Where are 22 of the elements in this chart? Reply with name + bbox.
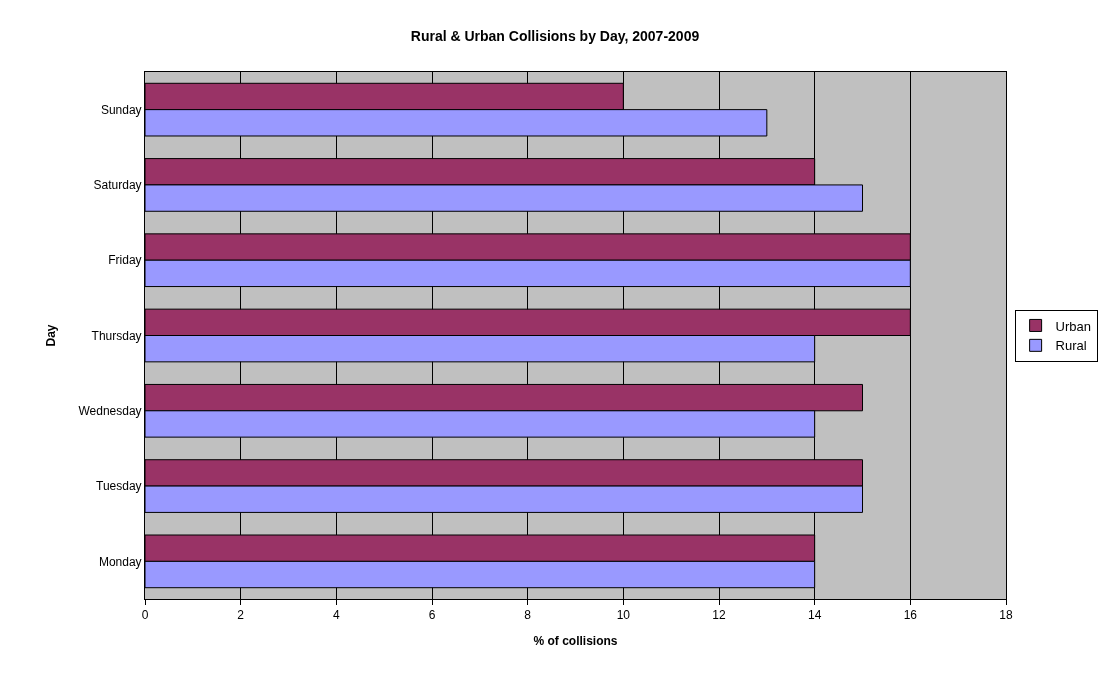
x-tick-label: 6 xyxy=(428,608,436,623)
x-tick-label: 16 xyxy=(903,608,918,623)
legend-label: Urban xyxy=(1055,318,1092,334)
y-tick-label: Wednesday xyxy=(78,403,142,418)
y-tick-label: Sunday xyxy=(100,102,142,117)
x-tick-label: 4 xyxy=(332,608,340,623)
x-tick-label: 0 xyxy=(141,608,149,623)
legend-label: Rural xyxy=(1055,338,1087,354)
x-tick-label: 2 xyxy=(237,608,245,623)
x-tick-label: 10 xyxy=(616,608,631,623)
y-axis-title: Day xyxy=(43,324,58,347)
y-tick-label: Friday xyxy=(108,253,142,268)
y-tick-label: Thursday xyxy=(91,328,142,343)
y-tick-label: Monday xyxy=(98,554,142,569)
chart-title: Rural & Urban Collisions by Day, 2007-2009 xyxy=(410,27,700,44)
x-tick-label: 12 xyxy=(712,608,726,623)
y-tick-label: Saturday xyxy=(93,178,142,193)
x-tick-label: 14 xyxy=(807,608,822,623)
y-tick-label: Tuesday xyxy=(96,479,142,494)
x-tick-label: 18 xyxy=(999,608,1013,623)
x-axis-title: % of collisions xyxy=(533,634,618,648)
x-tick-label: 8 xyxy=(524,608,532,623)
